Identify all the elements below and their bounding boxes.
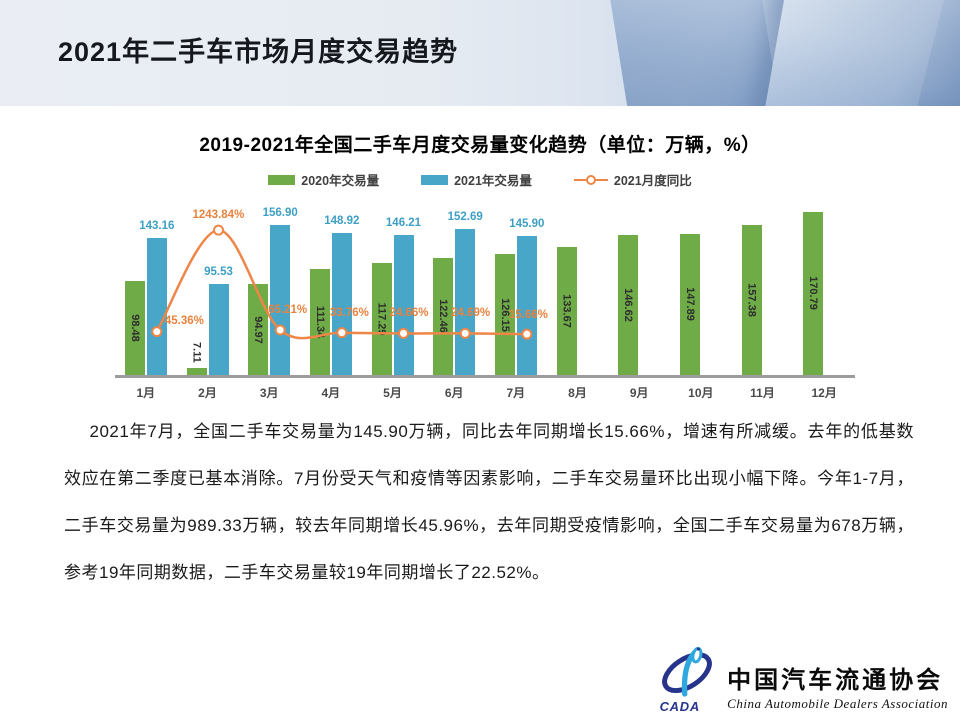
- bar-value-label: 94.97: [252, 315, 265, 344]
- legend-item-2020: 2020年交易量: [268, 170, 379, 189]
- x-axis-label: 7月: [506, 386, 526, 400]
- line-marker-icon: [521, 328, 533, 340]
- bar-value-label: 156.90: [262, 207, 298, 220]
- yoy-percent-label: 24.66%: [389, 307, 429, 320]
- x-axis-label: 8月: [568, 386, 587, 400]
- x-axis-label: 5月: [383, 386, 402, 400]
- bar-value-label: 146.62: [622, 288, 635, 322]
- bar-2021: [270, 225, 291, 375]
- yoy-percent-label: 24.69%: [451, 307, 491, 320]
- bar-value-label: 126.15: [498, 297, 511, 332]
- x-axis-label: 11月: [750, 386, 775, 400]
- legend-swatch-green: [268, 174, 296, 185]
- x-axis: 1月 2月 3月 4月 5月 6月 7月 8月 9月 10月 11月 12月: [115, 384, 855, 404]
- bar-value-label: 145.90: [509, 217, 545, 230]
- bar-value-label: 170.79: [807, 276, 820, 311]
- line-marker-icon: [398, 327, 409, 339]
- bar-2021: [146, 238, 167, 375]
- bar-2021: [208, 283, 229, 375]
- legend-label: 2020年交易量: [301, 174, 380, 188]
- bar-2020: 157.38: [741, 224, 762, 375]
- legend-label: 2021年交易量: [454, 174, 532, 188]
- bar-2020: 170.79: [803, 211, 824, 375]
- bar-value-label: 133.67: [560, 294, 573, 328]
- bar-2020: 117.29: [371, 262, 392, 375]
- x-axis-label: 6月: [444, 386, 464, 400]
- legend-label: 2021月度同比: [613, 174, 692, 188]
- page-title: 2021年二手车市场月度交易趋势: [58, 37, 459, 67]
- bar-value-label: 157.38: [745, 282, 758, 317]
- bar-value-label: 146.21: [385, 217, 422, 230]
- bar-2020: 133.67: [556, 247, 577, 375]
- legend-line-marker-icon: [573, 174, 608, 185]
- bar-value-label: 152.69: [447, 211, 483, 224]
- yoy-line-series: [151, 224, 533, 340]
- header-banner: 2021年二手车市场月度交易趋势: [0, 0, 960, 106]
- bar-2020: 126.15: [494, 254, 515, 375]
- bar-value-label: 122.46: [437, 299, 450, 334]
- legend-item-yoy: 2021月度同比: [573, 170, 692, 189]
- bar-value-label: 7.11: [190, 342, 203, 364]
- bar-2020: 147.89: [679, 233, 700, 375]
- organization-logo: CADA 中国汽车流通协会 China Automobile Dealers A…: [655, 642, 948, 714]
- yoy-percent-label: 45.36%: [164, 314, 204, 327]
- line-marker-icon: [459, 327, 471, 339]
- x-axis-label: 4月: [321, 386, 341, 400]
- legend-swatch-blue: [421, 174, 449, 185]
- cada-acronym: CADA: [660, 699, 700, 714]
- organization-name: 中国汽车流通协会 China Automobile Dealers Associ…: [727, 660, 948, 714]
- line-marker-icon: [336, 327, 348, 339]
- legend-item-2021: 2021年交易量: [421, 170, 532, 189]
- bar-2021: [393, 235, 414, 375]
- bar-value-label: 148.92: [324, 214, 360, 227]
- x-axis-label: 2月: [198, 386, 217, 400]
- bar-value-label: 95.53: [204, 265, 233, 278]
- line-marker-icon: [213, 224, 224, 236]
- organization-name-cn: 中国汽车流通协会: [727, 668, 944, 694]
- bar-value-label: 98.48: [128, 314, 141, 342]
- line-marker-icon: [151, 326, 163, 338]
- cada-logo-icon: CADA: [660, 646, 713, 714]
- chart-legend: 2020年交易量 2021年交易量 2021月度同比: [0, 170, 960, 189]
- x-axis-label: 12月: [811, 386, 837, 400]
- bar-value-label: 117.29: [375, 302, 388, 336]
- bar-2020: 94.97: [248, 284, 269, 375]
- x-axis-label: 10月: [688, 386, 714, 400]
- bar-2020: 98.48: [124, 280, 145, 375]
- bar-2020: 146.62: [618, 234, 639, 375]
- chart-plot-area: 98.48 143.16 7.11 95.53 94.97 156.90 111.34 148…: [115, 195, 855, 378]
- yoy-percent-label: 1243.84%: [192, 209, 245, 222]
- header-shade: [540, 0, 960, 106]
- x-axis-label: 3月: [259, 386, 279, 400]
- yoy-percent-label: 15.66%: [508, 309, 548, 322]
- bar-value-label: 143.16: [139, 220, 175, 233]
- bar-2020: [186, 368, 207, 375]
- yoy-percent-label: 65.21%: [268, 303, 308, 316]
- chart-title: 2019-2021年全国二手车月度交易量变化趋势（单位：万辆，%）: [199, 135, 761, 156]
- bar-value-label: 111.34: [313, 305, 326, 339]
- commentary-paragraph: 2021年7月，全国二手车交易量为145.90万辆，同比去年同期增长15.66%…: [64, 422, 914, 582]
- bar-value-label: 147.89: [683, 287, 696, 322]
- yoy-percent-label: 33.76%: [329, 306, 369, 319]
- line-marker-icon: [274, 324, 286, 336]
- bar-2020: 111.34: [309, 268, 330, 375]
- bar-2021: [516, 235, 537, 375]
- x-axis-label: 1月: [136, 386, 156, 400]
- bar-2021: [455, 229, 476, 375]
- organization-name-en: China Automobile Dealers Association: [727, 696, 948, 711]
- bar-2020: 122.46: [433, 257, 454, 375]
- x-axis-label: 9月: [629, 386, 649, 400]
- bar-2021: [331, 232, 352, 375]
